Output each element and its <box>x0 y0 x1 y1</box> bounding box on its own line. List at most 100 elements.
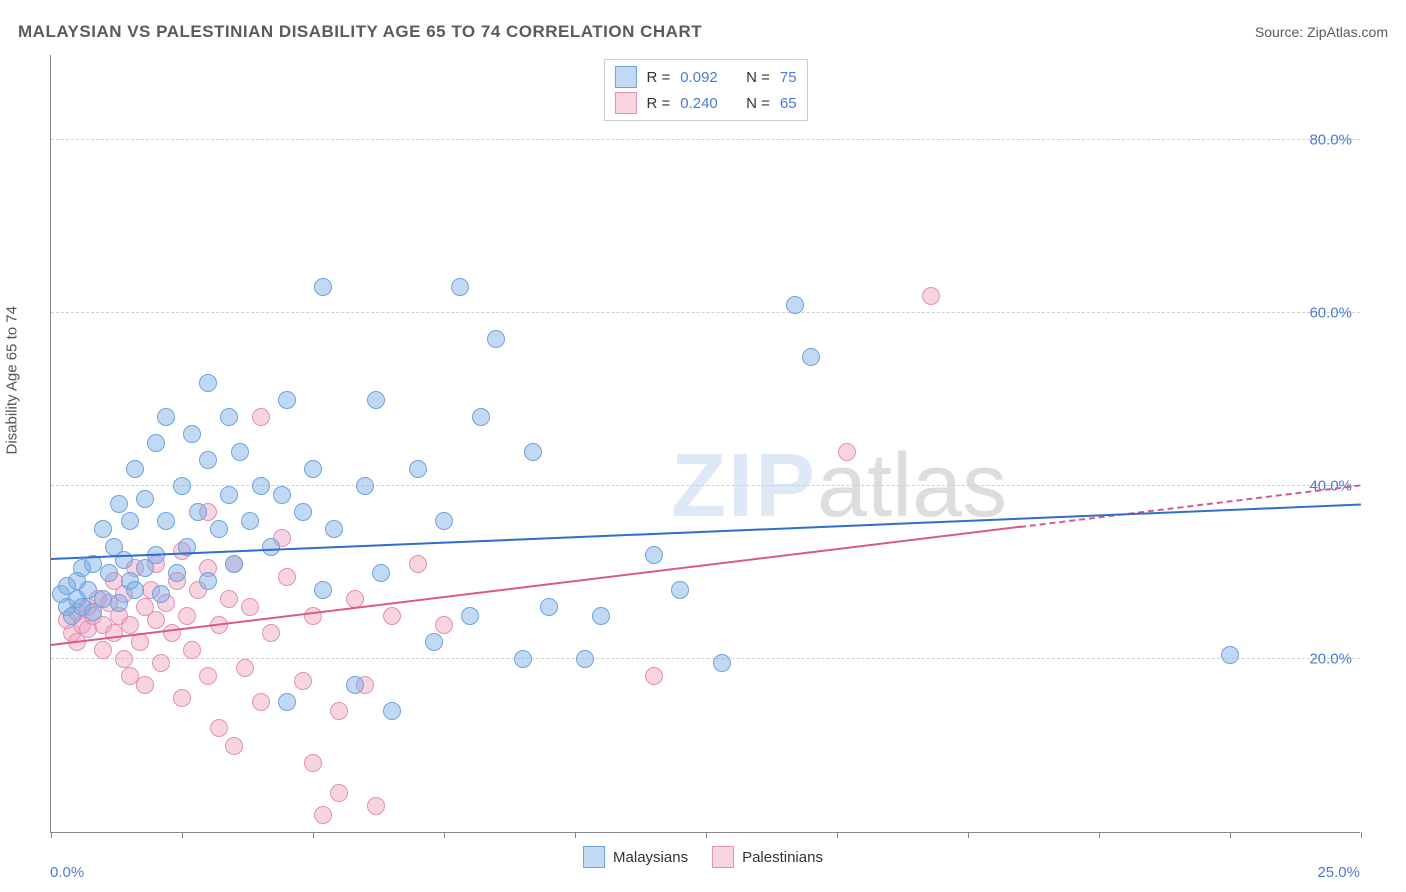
data-point-malaysians <box>94 520 112 538</box>
legend-swatch-malaysians <box>583 846 605 868</box>
data-point-malaysians <box>540 598 558 616</box>
legend-series: Malaysians Palestinians <box>583 846 823 868</box>
data-point-palestinians <box>210 719 228 737</box>
legend-n-prefix: N = <box>746 95 770 112</box>
data-point-malaysians <box>220 486 238 504</box>
data-point-palestinians <box>173 689 191 707</box>
data-point-palestinians <box>183 641 201 659</box>
data-point-palestinians <box>147 611 165 629</box>
data-point-malaysians <box>252 477 270 495</box>
data-point-malaysians <box>152 585 170 603</box>
data-point-palestinians <box>314 806 332 824</box>
data-point-palestinians <box>152 654 170 672</box>
gridline <box>51 485 1360 486</box>
data-point-malaysians <box>409 460 427 478</box>
data-point-malaysians <box>592 607 610 625</box>
data-point-palestinians <box>115 650 133 668</box>
data-point-palestinians <box>199 667 217 685</box>
legend-row-malaysians: R =0.092 N =75 <box>614 64 796 90</box>
data-point-malaysians <box>199 451 217 469</box>
data-point-malaysians <box>713 654 731 672</box>
x-axis-min-label: 0.0% <box>50 864 84 881</box>
x-tick <box>968 832 969 838</box>
data-point-malaysians <box>304 460 322 478</box>
x-tick <box>51 832 52 838</box>
data-point-palestinians <box>178 607 196 625</box>
data-point-malaysians <box>294 503 312 521</box>
legend-r-prefix: R = <box>646 95 670 112</box>
legend-item-palestinians: Palestinians <box>712 846 823 868</box>
data-point-malaysians <box>220 408 238 426</box>
data-point-palestinians <box>367 797 385 815</box>
legend-r-value: 0.240 <box>680 95 718 112</box>
data-point-palestinians <box>252 408 270 426</box>
data-point-palestinians <box>346 590 364 608</box>
data-point-malaysians <box>199 572 217 590</box>
x-tick <box>706 832 707 838</box>
data-point-malaysians <box>278 693 296 711</box>
y-tick-label: 60.0% <box>1309 305 1352 322</box>
data-point-palestinians <box>294 672 312 690</box>
legend-n-value: 75 <box>780 69 797 86</box>
legend-item-malaysians: Malaysians <box>583 846 688 868</box>
data-point-palestinians <box>136 676 154 694</box>
data-point-malaysians <box>314 278 332 296</box>
legend-swatch-malaysians <box>614 66 636 88</box>
data-point-palestinians <box>409 555 427 573</box>
data-point-malaysians <box>346 676 364 694</box>
data-point-malaysians <box>115 551 133 569</box>
data-point-malaysians <box>435 512 453 530</box>
data-point-palestinians <box>304 607 322 625</box>
data-point-malaysians <box>225 555 243 573</box>
data-point-malaysians <box>461 607 479 625</box>
data-point-palestinians <box>121 616 139 634</box>
data-point-malaysians <box>189 503 207 521</box>
data-point-malaysians <box>487 330 505 348</box>
data-point-malaysians <box>241 512 259 530</box>
legend-n-value: 65 <box>780 95 797 112</box>
chart-plot-area: ZIPatlas R =0.092 N =75R =0.240 N =65 20… <box>50 55 1360 833</box>
data-point-palestinians <box>922 287 940 305</box>
legend-label-malaysians: Malaysians <box>613 849 688 866</box>
data-point-malaysians <box>451 278 469 296</box>
legend-r-prefix: R = <box>646 69 670 86</box>
data-point-palestinians <box>330 702 348 720</box>
legend-r-value: 0.092 <box>680 69 718 86</box>
data-point-palestinians <box>94 641 112 659</box>
data-point-malaysians <box>262 538 280 556</box>
x-axis-max-label: 25.0% <box>1317 864 1360 881</box>
data-point-malaysians <box>314 581 332 599</box>
data-point-malaysians <box>786 296 804 314</box>
data-point-palestinians <box>220 590 238 608</box>
data-point-malaysians <box>1221 646 1239 664</box>
legend-swatch-palestinians <box>614 92 636 114</box>
data-point-malaysians <box>356 477 374 495</box>
data-point-malaysians <box>367 391 385 409</box>
chart-source: Source: ZipAtlas.com <box>1255 24 1388 40</box>
data-point-malaysians <box>383 702 401 720</box>
data-point-palestinians <box>252 693 270 711</box>
gridline <box>51 139 1360 140</box>
y-tick-label: 20.0% <box>1309 651 1352 668</box>
data-point-malaysians <box>199 374 217 392</box>
data-point-malaysians <box>136 490 154 508</box>
x-tick <box>1361 832 1362 838</box>
data-point-malaysians <box>147 434 165 452</box>
data-point-malaysians <box>126 460 144 478</box>
data-point-malaysians <box>110 495 128 513</box>
legend-row-palestinians: R = 0.240 N = 65 <box>614 90 796 116</box>
data-point-malaysians <box>126 581 144 599</box>
data-point-palestinians <box>838 443 856 461</box>
data-point-malaysians <box>671 581 689 599</box>
y-axis-title: Disability Age 65 to 74 <box>4 306 21 454</box>
data-point-malaysians <box>273 486 291 504</box>
data-point-malaysians <box>425 633 443 651</box>
x-tick <box>575 832 576 838</box>
data-point-palestinians <box>645 667 663 685</box>
data-point-malaysians <box>157 512 175 530</box>
data-point-malaysians <box>576 650 594 668</box>
legend-swatch-palestinians <box>712 846 734 868</box>
data-point-palestinians <box>236 659 254 677</box>
data-point-palestinians <box>383 607 401 625</box>
data-point-malaysians <box>472 408 490 426</box>
